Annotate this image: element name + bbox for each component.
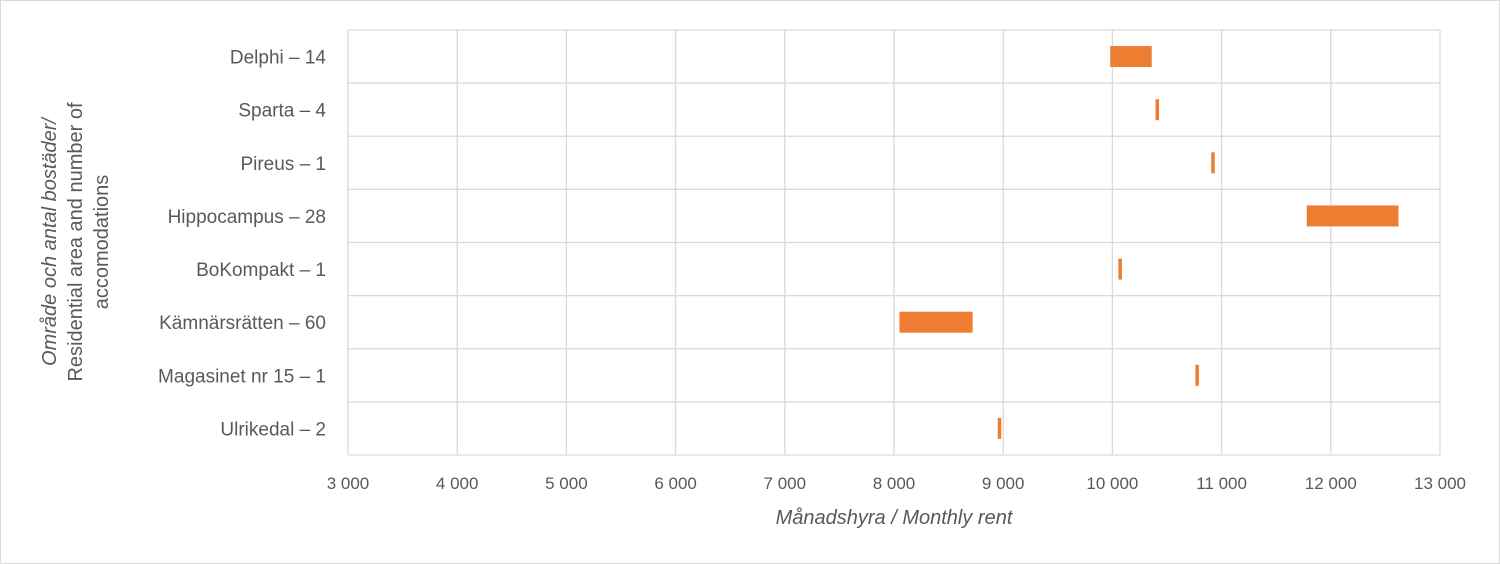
x-tick-label: 3 000 — [327, 474, 370, 493]
x-tick-label: 13 000 — [1414, 474, 1466, 493]
x-tick-label: 5 000 — [545, 474, 588, 493]
y-axis-title-line-1: Område och antal bostäder/ — [39, 116, 61, 366]
range-bar — [1306, 205, 1399, 227]
range-bar — [1110, 46, 1152, 68]
category-label: Kämnärsrätten – 60 — [159, 313, 326, 334]
x-tick-label: 12 000 — [1305, 474, 1357, 493]
category-label: Delphi – 14 — [230, 48, 327, 69]
x-tick-labels: 3 000 4 000 5 000 6 000 7 000 8 000 9 000 10 00… — [327, 474, 1466, 493]
x-tick-label: 6 000 — [654, 474, 697, 493]
x-tick-label: 7 000 — [764, 474, 807, 493]
category-label: Magasinet nr 15 – 1 — [158, 366, 326, 387]
category-label: BoKompakt – 1 — [196, 260, 326, 281]
category-label: Sparta – 4 — [238, 101, 326, 122]
x-tick-label: 10 000 — [1086, 474, 1138, 493]
category-label: Pireus – 1 — [240, 154, 326, 175]
x-tick-label: 9 000 — [982, 474, 1025, 493]
y-axis-title-line-2: Residential area and number of — [65, 102, 87, 382]
gridlines — [347, 29, 1441, 456]
x-tick-label: 8 000 — [873, 474, 916, 493]
x-tick-label: 4 000 — [436, 474, 479, 493]
category-labels: Delphi – 14 Sparta – 4 Pireus – 1 Hippocamp… — [158, 48, 326, 441]
y-axis-title-line-3: accomodations — [91, 175, 113, 310]
range-bar — [1155, 99, 1160, 121]
range-bar — [899, 311, 973, 333]
x-tick-label: 11 000 — [1196, 474, 1247, 493]
range-bar — [997, 417, 1002, 439]
range-bar — [1118, 258, 1122, 280]
range-bar — [1195, 364, 1199, 386]
category-label: Hippocampus – 28 — [168, 207, 326, 228]
range-bar — [1211, 152, 1215, 174]
x-axis-title: Månadshyra / Monthly rent — [776, 507, 1014, 529]
y-axis-title: Område och antal bostäder/ Residential a… — [39, 102, 113, 382]
category-label: Ulrikedal – 2 — [220, 419, 326, 440]
range-bars — [899, 46, 1399, 439]
